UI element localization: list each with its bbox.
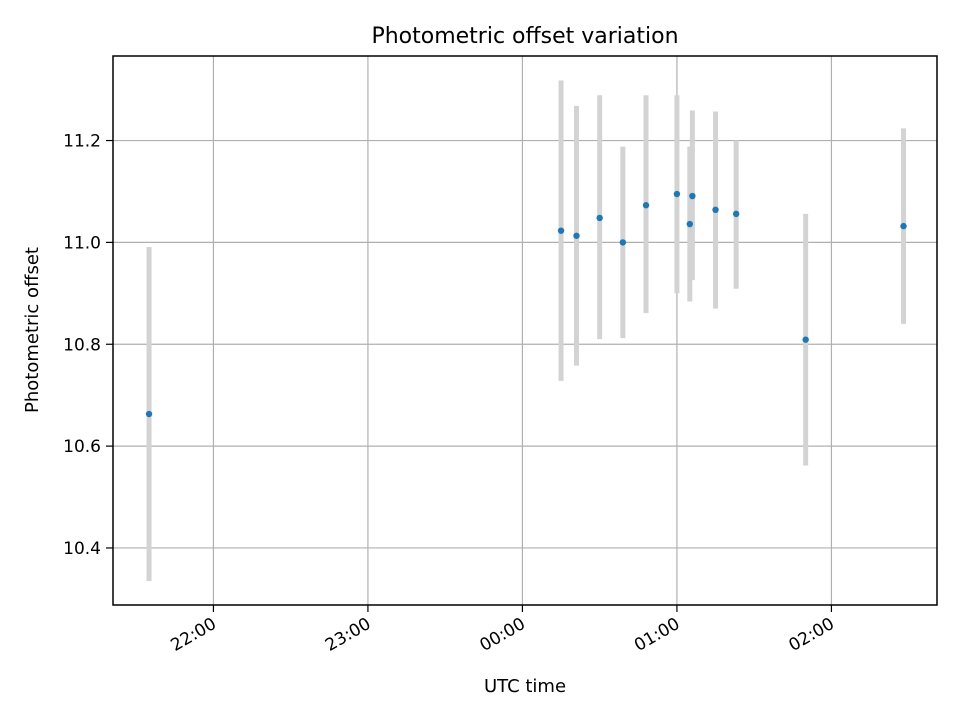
data-point [642,202,650,209]
plot-frame [112,55,938,606]
data-point [686,220,693,228]
data-point [596,214,603,222]
data-point [900,222,907,230]
grid-lines [113,56,937,605]
y-tick-label: 11.2 [63,132,101,152]
y-tick-label: 11.0 [63,233,101,253]
y-tick-label: 10.8 [63,335,101,355]
data-point [689,192,696,200]
data-point [619,239,627,246]
data-point [712,206,719,214]
data-point [557,227,565,234]
y-axis-label: Photometric offset [22,247,43,413]
data-point [145,410,153,418]
y-tick-label: 10.6 [63,437,101,457]
data-points [145,190,907,418]
data-point [673,190,681,198]
data-point [573,232,580,239]
data-point [732,210,740,218]
chart-title: Photometric offset variation [371,24,678,49]
data-point [802,336,809,343]
y-tick-label: 10.4 [63,539,101,559]
x-axis-label: UTC time [484,676,566,697]
